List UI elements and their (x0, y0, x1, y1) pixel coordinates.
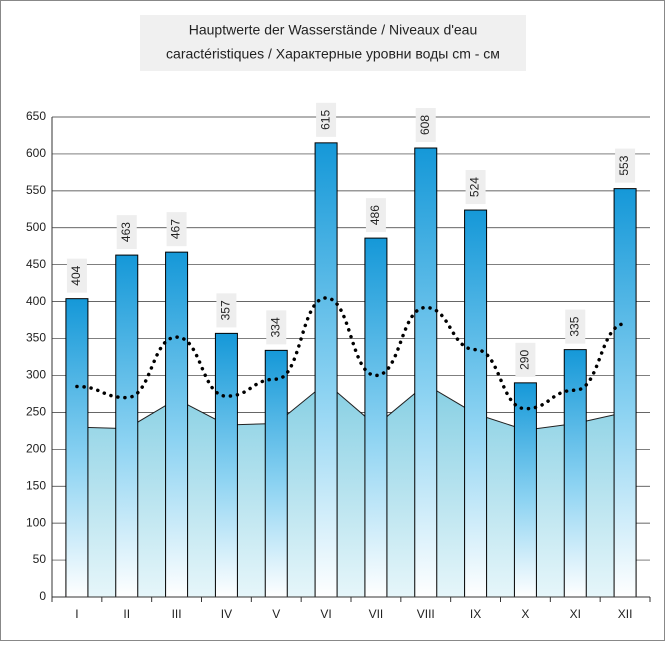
x-tick-label: II (123, 607, 130, 621)
value-label-box (216, 293, 237, 328)
y-tick-label: 150 (26, 478, 46, 492)
x-tick-label: III (172, 607, 182, 621)
value-label: 553 (617, 155, 631, 175)
bar (115, 254, 139, 598)
chart-title: caractéristiques / Характерные уровни во… (166, 46, 500, 62)
value-label: 486 (368, 205, 382, 225)
title-box (140, 15, 526, 71)
value-label-box (465, 170, 486, 205)
value-label-box (116, 215, 137, 250)
y-tick-label: 500 (26, 220, 46, 234)
y-tick-label: 600 (26, 146, 46, 160)
bar (214, 332, 238, 598)
value-label-box (166, 212, 187, 247)
bar (165, 251, 189, 598)
value-label: 404 (69, 265, 83, 285)
y-tick-label: 350 (26, 331, 46, 345)
x-tick-label: XI (570, 607, 581, 621)
bar (513, 382, 537, 598)
bar (563, 349, 587, 598)
bar (65, 298, 89, 598)
bar (464, 209, 488, 598)
x-tick-label: VI (320, 607, 331, 621)
x-tick-label: IX (470, 607, 481, 621)
value-label-box (365, 198, 386, 233)
value-label-box (515, 342, 536, 377)
value-label-box (565, 309, 586, 344)
y-tick-label: 0 (39, 589, 46, 603)
y-tick-label: 550 (26, 183, 46, 197)
y-tick-label: 200 (26, 441, 46, 455)
y-tick-label: 450 (26, 257, 46, 271)
x-tick-label: V (272, 607, 280, 621)
bar (264, 349, 288, 598)
value-label: 615 (318, 110, 332, 130)
y-tick-label: 50 (33, 552, 47, 566)
bar (314, 142, 338, 598)
value-label: 524 (468, 177, 482, 197)
line (75, 296, 627, 411)
bar (414, 147, 438, 598)
value-label-box (615, 148, 636, 183)
value-label: 357 (219, 300, 233, 320)
value-label-box (316, 102, 337, 137)
x-tick-label: X (521, 607, 529, 621)
bar (364, 237, 388, 598)
y-tick-label: 400 (26, 294, 46, 308)
value-label: 608 (418, 115, 432, 135)
chart-title: Hauptwerte der Wasserstände / Niveaux d'… (189, 22, 478, 38)
y-tick-label: 250 (26, 405, 46, 419)
x-tick-label: XII (618, 607, 633, 621)
value-label: 334 (268, 317, 282, 337)
value-label-box (66, 258, 87, 293)
bar (613, 188, 637, 598)
x-tick-label: I (75, 607, 78, 621)
value-label-box (266, 310, 287, 345)
value-label: 335 (567, 316, 581, 336)
y-tick-label: 650 (26, 109, 46, 123)
x-tick-label: IV (221, 607, 232, 621)
x-tick-label: VIII (417, 607, 435, 621)
y-tick-label: 100 (26, 515, 46, 529)
value-label-box (415, 108, 436, 143)
value-label: 467 (169, 219, 183, 239)
x-tick-label: VII (369, 607, 384, 621)
y-tick-label: 300 (26, 368, 46, 382)
value-label: 290 (518, 350, 532, 370)
value-label: 463 (119, 222, 133, 242)
